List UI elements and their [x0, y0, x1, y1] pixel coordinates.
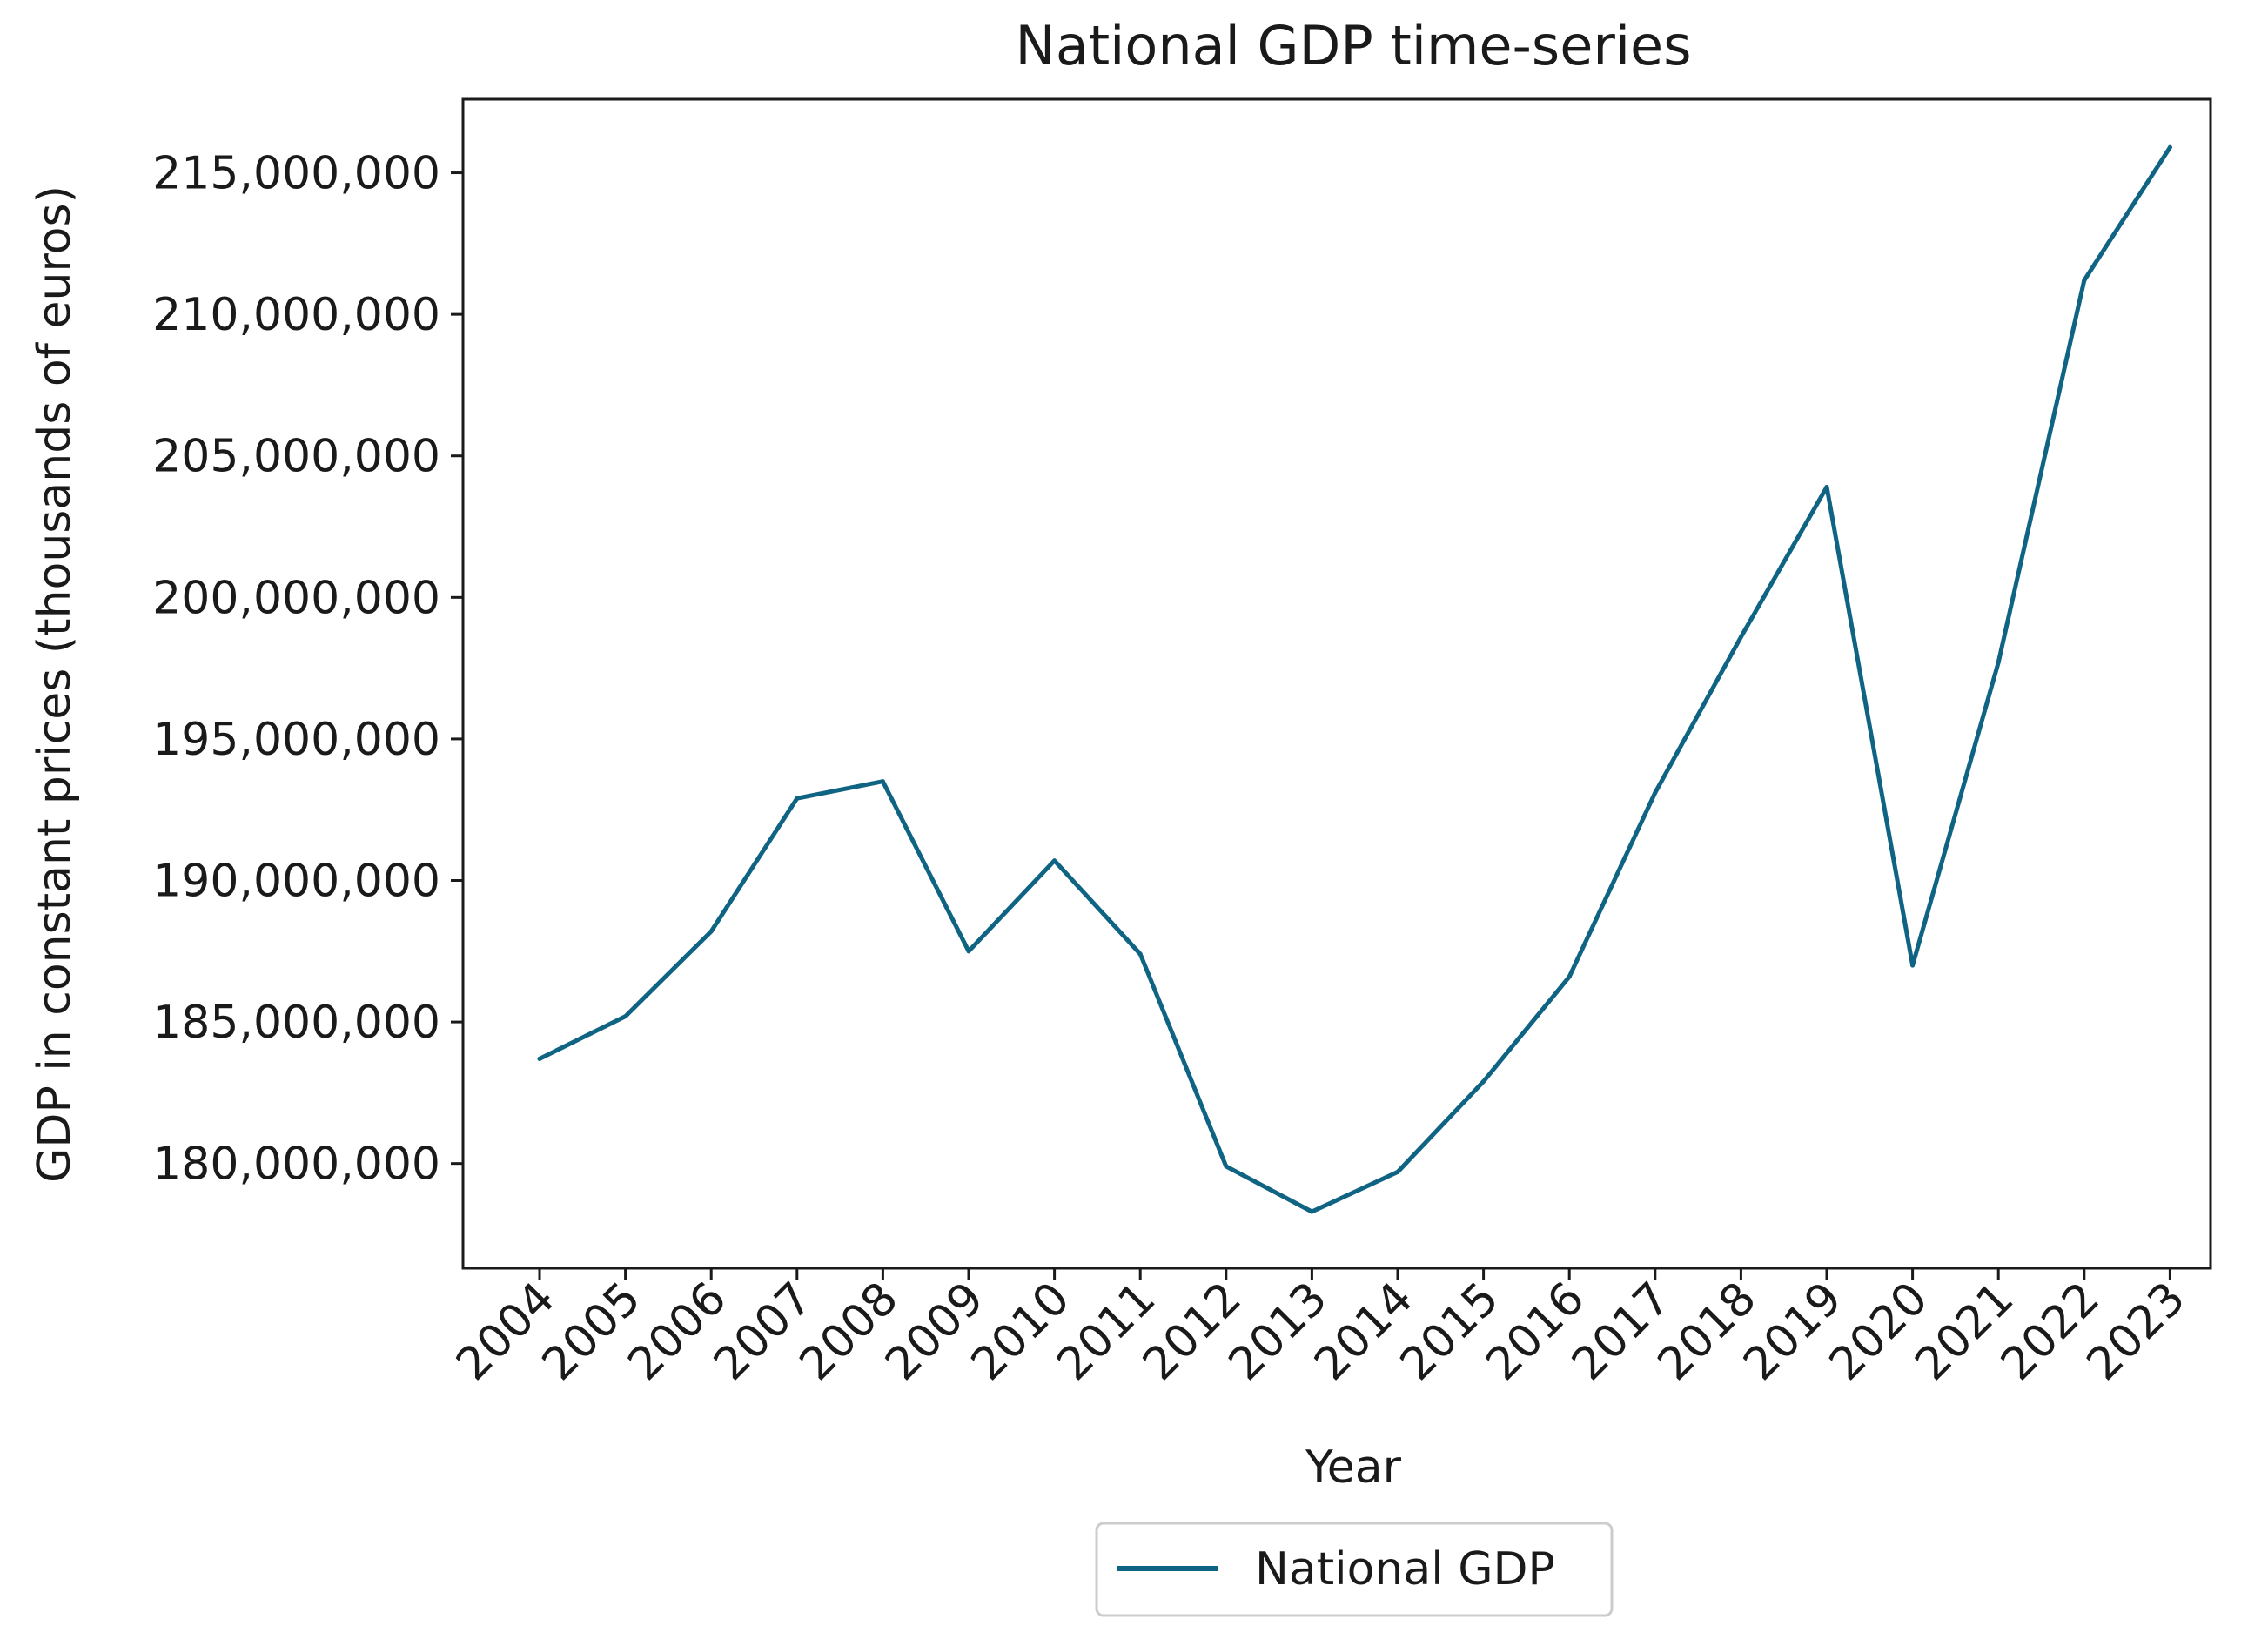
y-tick-label: 190,000,000	[152, 856, 440, 908]
series-layer	[537, 144, 2172, 1214]
y-tick-label: 200,000,000	[152, 572, 440, 624]
data-point	[1309, 1209, 1314, 1214]
data-point	[1137, 951, 1143, 957]
data-point	[623, 1014, 628, 1019]
data-point	[1910, 963, 1916, 968]
data-point	[1738, 635, 1743, 640]
data-point	[2167, 144, 2172, 150]
data-point	[1824, 484, 1829, 489]
data-point	[2082, 278, 2087, 283]
y-axis-ticks: 180,000,000 185,000,000 190,000,000 195,000…	[152, 148, 463, 1191]
data-point	[880, 779, 885, 784]
data-point	[1395, 1169, 1400, 1174]
data-point	[1653, 790, 1658, 796]
data-point	[708, 929, 714, 934]
data-point	[1224, 1164, 1229, 1169]
legend: National GDP	[1095, 1522, 1614, 1617]
plot-area-frame	[461, 97, 2212, 1270]
legend-box	[1095, 1522, 1614, 1617]
data-point	[537, 1056, 542, 1061]
x-axis-label: Year	[1305, 1441, 1402, 1494]
y-tick-label: 195,000,000	[152, 714, 440, 766]
data-point	[795, 796, 800, 801]
y-tick-label: 210,000,000	[152, 289, 440, 341]
data-point	[1567, 974, 1572, 979]
y-tick-label: 215,000,000	[152, 148, 440, 200]
y-tick-label: 205,000,000	[152, 431, 440, 483]
data-point	[1052, 858, 1057, 863]
legend-label-national-gdp: National GDP	[1255, 1543, 1555, 1596]
data-point	[966, 949, 971, 954]
data-point	[1996, 660, 2001, 665]
y-axis-label: GDP in constant prices (thousands of eur…	[29, 185, 81, 1183]
chart-title: National GDP time-series	[1016, 14, 1692, 77]
y-tick-label: 185,000,000	[152, 997, 440, 1049]
series-line-national-gdp	[537, 144, 2172, 1214]
data-point	[1481, 1078, 1486, 1084]
y-tick-label: 180,000,000	[152, 1139, 440, 1191]
